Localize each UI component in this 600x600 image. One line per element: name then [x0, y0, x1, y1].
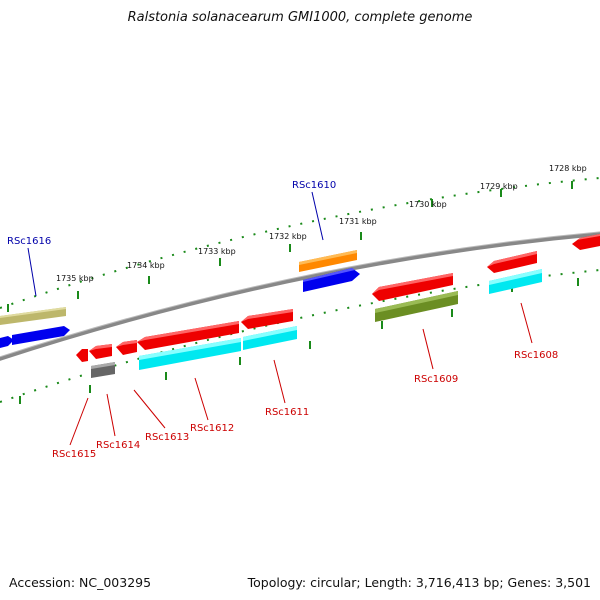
- gene-label-rsc1614[interactable]: RSc1614: [96, 440, 140, 451]
- gene-label-rsc1610[interactable]: RSc1610: [292, 180, 336, 191]
- scale-label-1730: 1730 kbp: [409, 200, 447, 209]
- leader-line-rsc1610: [311, 191, 324, 241]
- gene-label-rsc1615[interactable]: RSc1615: [52, 449, 96, 460]
- feature-cds-red[interactable]: [572, 234, 600, 250]
- genome-backbone-highlight: [0, 231, 600, 358]
- scale-label-1731: 1731 kbp: [339, 217, 377, 226]
- gene-label-rsc1612[interactable]: RSc1612: [190, 423, 234, 434]
- accession-text: Accession: NC_003295: [9, 575, 152, 590]
- feature-cds-red[interactable]: [372, 273, 453, 301]
- gene-label-rsc1616[interactable]: RSc1616: [7, 236, 51, 247]
- feature-gene-blue[interactable]: [303, 268, 360, 292]
- feature-misc-cyan[interactable]: [139, 338, 241, 370]
- scale-label-1732: 1732 kbp: [269, 232, 307, 241]
- feature-cds-red[interactable]: [137, 321, 239, 350]
- leader-line-rsc1614: [106, 393, 116, 437]
- feature-cds-red[interactable]: [487, 251, 537, 273]
- gene-label-rsc1608[interactable]: RSc1608: [514, 350, 558, 361]
- genome-summary-text: Topology: circular; Length: 3,716,413 bp…: [247, 575, 591, 590]
- leader-line-rsc1612: [194, 377, 209, 421]
- scale-label-1734: 1734 kbp: [127, 261, 165, 270]
- feature-misc-cyan[interactable]: [489, 269, 542, 294]
- gene-label-rsc1611[interactable]: RSc1611: [265, 407, 309, 418]
- leader-line-rsc1611: [273, 359, 286, 404]
- feature-gene-blue[interactable]: [0, 326, 70, 348]
- map-title: Ralstonia solanacearum GMI1000, complete…: [127, 10, 473, 25]
- scale-label-1729: 1729 kbp: [480, 182, 518, 191]
- gene-label-rsc1609[interactable]: RSc1609: [414, 374, 458, 385]
- feature-cds-red[interactable]: [241, 309, 293, 329]
- feature-cds-red[interactable]: [76, 349, 88, 362]
- feature-khaki[interactable]: [0, 307, 66, 325]
- feature-cds-red[interactable]: [116, 340, 137, 355]
- scale-label-1735: 1735 kbp: [56, 274, 94, 283]
- leader-line-rsc1613: [133, 389, 166, 429]
- gene-label-rsc1613[interactable]: RSc1613: [145, 432, 189, 443]
- leader-line-rsc1616: [27, 247, 37, 297]
- feature-cds-red[interactable]: [89, 344, 112, 359]
- feature-rrna-orange[interactable]: [299, 250, 357, 272]
- scale-ring-lower: [0, 269, 600, 403]
- feature-gray[interactable]: [91, 362, 115, 378]
- leader-line-rsc1609: [422, 328, 434, 370]
- leader-line-rsc1615: [69, 397, 89, 446]
- genome-backbone: [0, 231, 600, 361]
- feature-misc-cyan[interactable]: [243, 326, 297, 350]
- feature-olive[interactable]: [375, 291, 458, 322]
- scale-label-1728: 1728 kbp: [549, 164, 587, 173]
- scale-label-1733: 1733 kbp: [198, 247, 236, 256]
- leader-line-rsc1608: [520, 302, 533, 344]
